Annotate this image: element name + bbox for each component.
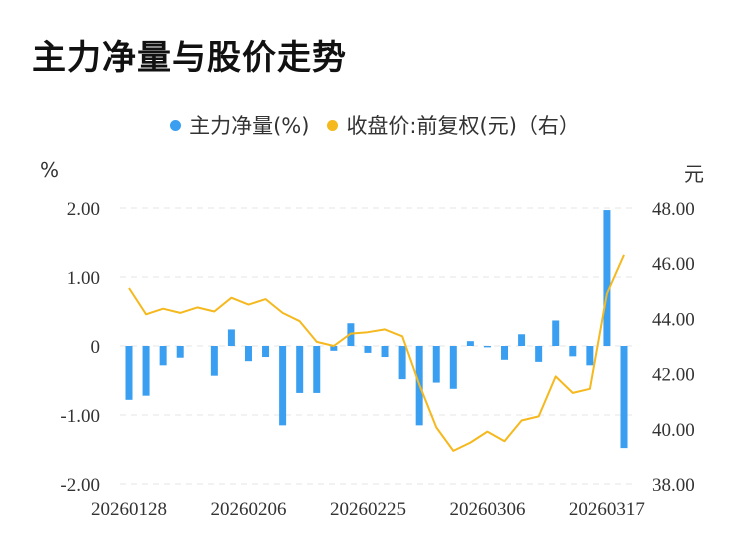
bar (125, 346, 133, 400)
legend-bar-dot-icon (170, 119, 182, 131)
x-axis-tick-label: 20260306 (449, 499, 525, 520)
right-axis-tick-label: 44.00 (652, 309, 695, 330)
right-axis-tick-label: 46.00 (652, 254, 695, 275)
right-axis-tick-label: 38.00 (652, 475, 695, 496)
bar (501, 346, 509, 360)
right-axis-tick-label: 48.00 (652, 199, 695, 220)
bar (449, 346, 457, 389)
bar (586, 346, 594, 366)
bar (313, 346, 321, 393)
x-axis-tick-label: 20260206 (210, 499, 286, 520)
left-axis-unit: % (40, 158, 60, 182)
x-axis-tick-label: 20260128 (91, 499, 167, 520)
bar (552, 320, 560, 346)
bar (244, 346, 252, 362)
legend-line-dot-icon (327, 119, 339, 131)
bar (296, 346, 304, 393)
bar (330, 346, 338, 351)
bar (381, 346, 389, 358)
bar (210, 346, 218, 376)
x-axis-tick-label: 20260317 (569, 499, 645, 520)
right-axis-unit: 元 (684, 162, 704, 186)
bar (364, 346, 372, 353)
left-axis-tick-label: -1.00 (60, 406, 100, 427)
left-axis-tick-label: 1.00 (67, 268, 100, 289)
right-axis-tick-label: 40.00 (652, 420, 695, 441)
bar (603, 210, 611, 346)
bar (398, 346, 406, 380)
bar (176, 346, 184, 358)
bar (466, 341, 474, 346)
x-axis-tick-label: 20260225 (330, 499, 406, 520)
bar (483, 346, 491, 348)
legend-item-bar[interactable]: 主力净量(%) (170, 110, 309, 140)
bar (569, 346, 577, 357)
legend-item-line[interactable]: 收盘价:前复权(元)（右） (327, 110, 580, 140)
right-axis-tick-label: 42.00 (652, 365, 695, 386)
bar (142, 346, 150, 396)
left-axis-tick-label: -2.00 (60, 475, 100, 496)
bar (262, 346, 270, 358)
chart-title: 主力净量与股价走势 (32, 38, 347, 78)
bar (535, 346, 543, 362)
bar (432, 346, 440, 383)
left-axis-tick-label: 0 (91, 337, 101, 358)
bar (227, 329, 235, 346)
bar (159, 346, 167, 366)
price-line (128, 254, 625, 452)
left-axis-tick-label: 2.00 (67, 199, 100, 220)
legend-bar-label: 主力净量(%) (189, 114, 310, 138)
bar (620, 346, 628, 449)
legend: 主力净量(%) 收盘价:前复权(元)（右） (0, 110, 750, 140)
bar (279, 346, 287, 426)
legend-line-label: 收盘价:前复权(元)（右） (346, 114, 580, 138)
bar (518, 334, 526, 346)
